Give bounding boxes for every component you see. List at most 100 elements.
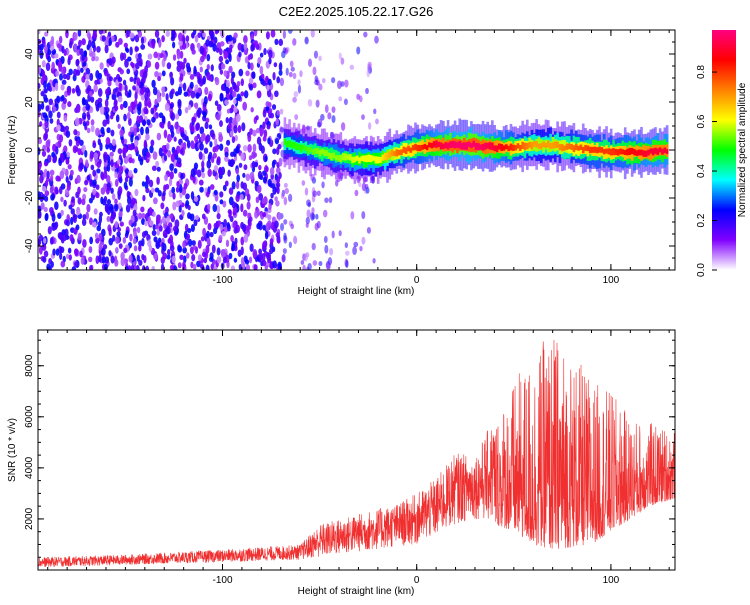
noise-cell — [169, 171, 174, 180]
noise-cell — [52, 156, 57, 162]
noise-cell — [77, 197, 82, 205]
noise-cell — [70, 216, 74, 226]
noise-cell — [94, 79, 99, 85]
noise-cell — [106, 164, 111, 172]
noise-cell — [250, 62, 254, 71]
noise-cell — [240, 203, 244, 213]
noise-cell — [350, 211, 355, 220]
noise-cell — [251, 160, 256, 169]
noise-cell — [265, 75, 269, 83]
noise-cell — [51, 222, 56, 228]
noise-cell — [197, 87, 202, 94]
noise-cell — [186, 233, 191, 241]
ridge-cell — [288, 140, 291, 147]
noise-cell — [214, 138, 218, 147]
noise-cell — [110, 129, 115, 137]
ridge-cell — [430, 142, 434, 149]
noise-cell — [249, 128, 254, 135]
noise-cell — [231, 201, 236, 209]
noise-cell — [91, 40, 96, 49]
ridge-cell — [530, 142, 534, 150]
noise-cell — [140, 206, 145, 213]
noise-cell — [172, 192, 176, 200]
noise-cell — [73, 129, 78, 136]
noise-cell — [114, 203, 119, 212]
noise-cell — [156, 94, 162, 103]
noise-cell — [322, 209, 328, 218]
noise-cell — [169, 213, 174, 219]
noise-cell — [275, 118, 280, 126]
noise-cell — [234, 237, 238, 245]
ridge-cell — [295, 143, 298, 151]
noise-cell — [207, 222, 212, 231]
noise-cell — [86, 30, 90, 38]
noise-cell — [211, 244, 216, 254]
noise-cell — [128, 144, 134, 151]
noise-cell — [52, 143, 57, 152]
noise-cell — [250, 33, 255, 41]
noise-cell — [258, 142, 263, 152]
noise-cell — [190, 90, 196, 99]
noise-cell — [349, 64, 355, 70]
noise-cell — [38, 239, 42, 246]
noise-cell — [64, 125, 70, 131]
noise-cell — [101, 228, 106, 237]
ridge-cell — [574, 144, 578, 151]
noise-cell — [242, 182, 248, 191]
noise-cell — [247, 54, 251, 61]
noise-cell — [173, 149, 178, 158]
ridge-cell — [360, 155, 364, 161]
ridge-cell — [458, 140, 462, 149]
noise-cell — [118, 165, 124, 174]
ridge-cell — [523, 142, 527, 150]
noise-cell — [151, 265, 155, 270]
noise-cell — [161, 216, 167, 225]
noise-cell — [68, 68, 73, 76]
noise-cell — [202, 49, 207, 57]
noise-cell — [188, 238, 193, 247]
ridge-cell — [640, 149, 643, 156]
ridge-cell — [546, 140, 550, 148]
noise-cell — [123, 42, 128, 48]
noise-cell — [169, 244, 175, 252]
noise-cell — [110, 205, 114, 214]
noise-cell — [164, 174, 168, 182]
ridge-cell — [505, 144, 508, 150]
noise-cell — [161, 35, 165, 43]
ridge-cell — [567, 143, 571, 150]
noise-cell — [219, 143, 224, 152]
ridge-cell — [449, 141, 452, 148]
noise-cell — [86, 111, 90, 118]
noise-cell — [52, 248, 56, 256]
noise-cell — [208, 124, 213, 130]
ridge-cell — [484, 142, 487, 150]
noise-cell — [150, 139, 155, 147]
noise-cell — [165, 93, 169, 101]
noise-cell — [116, 231, 121, 237]
ridge-cell — [481, 143, 485, 151]
noise-cell — [264, 155, 268, 162]
noise-cell — [267, 254, 271, 261]
ridge-cell — [502, 145, 506, 151]
colorbar-label: Normalized spectral amplitude — [737, 82, 748, 217]
noise-cell — [213, 189, 218, 196]
noise-cell — [285, 67, 289, 76]
noise-cell — [218, 234, 223, 242]
noise-cell — [283, 219, 288, 225]
noise-cell — [189, 73, 195, 80]
noise-cell — [81, 144, 86, 153]
noise-cell — [238, 162, 243, 168]
noise-cell — [69, 169, 74, 176]
noise-cell — [265, 106, 270, 112]
noise-cell — [199, 80, 204, 87]
ridge-cell — [491, 142, 494, 151]
noise-cell — [140, 126, 144, 136]
noise-cell — [187, 104, 192, 111]
noise-cell — [162, 190, 166, 197]
noise-cell — [262, 211, 267, 218]
noise-cell — [49, 169, 55, 176]
noise-cell — [51, 213, 56, 223]
ridge-cell — [465, 142, 469, 150]
noise-cell — [157, 190, 162, 197]
ridge-cell — [381, 154, 385, 161]
